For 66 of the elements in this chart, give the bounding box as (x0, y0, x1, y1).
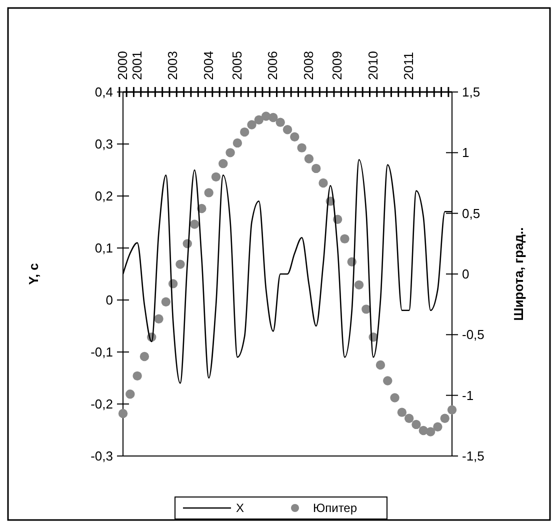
point (254, 115, 264, 125)
point (426, 427, 436, 436)
legend-label: Юпитер (313, 501, 358, 516)
point (211, 172, 221, 182)
point (362, 304, 371, 314)
point (154, 314, 164, 324)
point (354, 280, 364, 290)
y-axis-title: Y, c (26, 263, 41, 285)
x-tick-label: 2000 (115, 51, 130, 80)
x-tick-label: 2006 (265, 51, 280, 80)
y2-tick-label: -1 (462, 388, 474, 403)
point (126, 390, 135, 399)
x-tick-label: 2001 (129, 51, 144, 80)
point (240, 127, 250, 137)
y2-tick-label: -1,5 (462, 448, 484, 464)
point (276, 118, 285, 127)
y-tick-label: 0,1 (94, 240, 113, 256)
point (282, 125, 292, 134)
x-tick-label: 2009 (330, 51, 345, 80)
point (268, 112, 278, 122)
point (318, 178, 328, 188)
x-tick-label: 2010 (365, 51, 380, 80)
point (226, 148, 235, 158)
point (397, 408, 407, 417)
point (312, 164, 321, 174)
legend-label: X (236, 501, 244, 516)
point (340, 234, 350, 244)
point (390, 393, 400, 402)
x-tick-label: 2011 (401, 52, 416, 80)
point (218, 158, 228, 168)
point (440, 414, 450, 423)
point (304, 154, 314, 164)
y-tick-label: -0,2 (90, 396, 113, 412)
x-tick-label: 2003 (165, 51, 180, 80)
point (383, 376, 392, 386)
y-tick-label: 0 (106, 292, 113, 308)
y-tick-label: 0,4 (94, 84, 113, 100)
point (376, 360, 386, 370)
y-tick-label: -0,3 (90, 448, 113, 464)
x-tick-label: 2005 (229, 51, 244, 80)
point (190, 220, 200, 229)
point (412, 420, 421, 430)
point (232, 138, 242, 148)
y2-tick-label: 0 (462, 266, 470, 282)
x-tick-label: 2004 (200, 51, 216, 80)
y-tick-label: 0,2 (94, 188, 113, 204)
point (290, 132, 300, 142)
y2-tick-label: 0,5 (462, 206, 480, 221)
point (161, 297, 171, 307)
point (433, 422, 442, 432)
point (204, 188, 214, 198)
y-tick-label: 0,3 (94, 136, 113, 152)
y2-axis-title: Широта, град.. (511, 227, 526, 321)
y-tick-label: -0,1 (90, 344, 113, 360)
point (447, 405, 457, 414)
y2-tick-label: 1,5 (462, 84, 480, 100)
point (118, 408, 128, 418)
x-tick-label: 2008 (300, 51, 316, 80)
y2-tick-label: 1 (462, 145, 470, 160)
point (176, 260, 185, 269)
point (247, 120, 256, 130)
y2-tick-label: -0,5 (462, 327, 484, 342)
point (140, 352, 150, 362)
point (404, 414, 414, 423)
point (297, 143, 306, 152)
point (132, 371, 142, 381)
